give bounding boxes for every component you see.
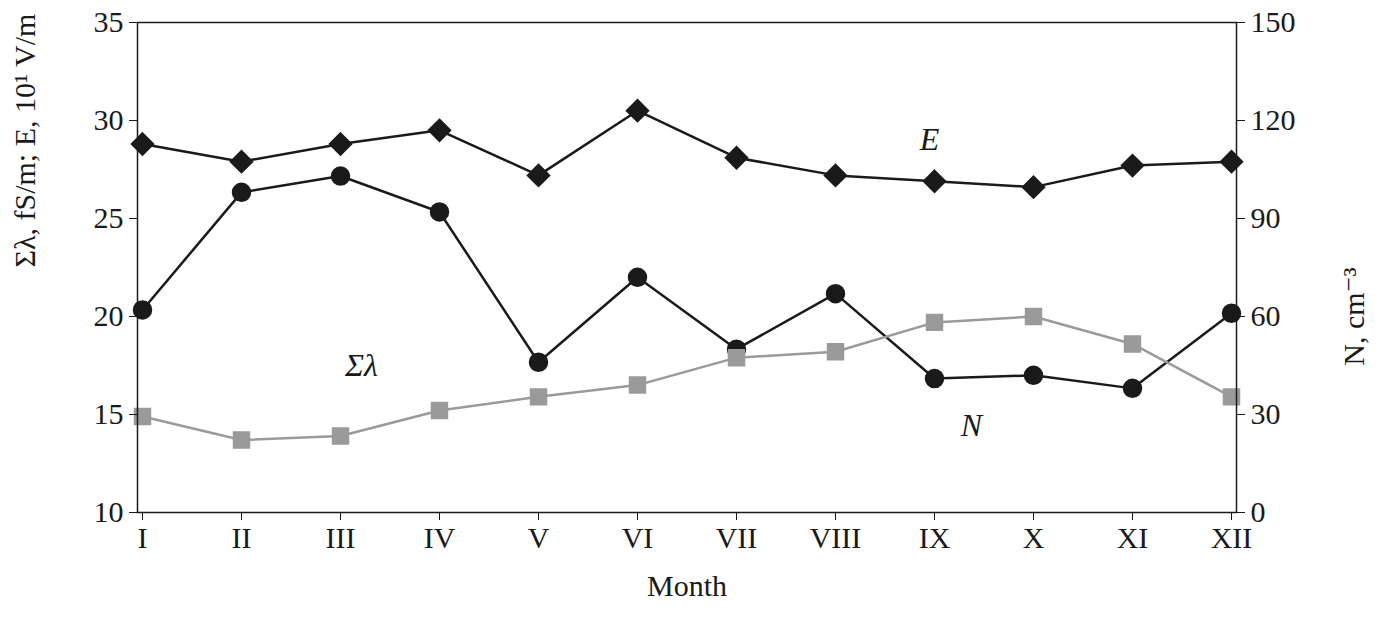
svg-text:90: 90 (1251, 201, 1281, 234)
svg-text:III: III (326, 521, 356, 554)
svg-text:10: 10 (94, 495, 124, 528)
svg-text:IX: IX (919, 521, 951, 554)
svg-text:E: E (919, 121, 940, 157)
svg-text:120: 120 (1251, 103, 1296, 136)
svg-text:60: 60 (1251, 299, 1281, 332)
svg-text:Σλ: Σλ (344, 347, 378, 383)
svg-text:N, cm⁻³: N, cm⁻³ (1337, 268, 1370, 366)
svg-text:XII: XII (1211, 521, 1253, 554)
svg-text:N: N (960, 407, 984, 443)
svg-text:V: V (528, 521, 550, 554)
svg-text:X: X (1023, 521, 1045, 554)
svg-text:Σλ, fS/m; E, 10¹ V/m: Σλ, fS/m; E, 10¹ V/m (8, 14, 41, 268)
svg-text:VIII: VIII (810, 521, 862, 554)
svg-text:30: 30 (1251, 397, 1281, 430)
svg-text:IV: IV (424, 521, 456, 554)
svg-text:150: 150 (1251, 5, 1296, 38)
svg-text:35: 35 (94, 5, 124, 38)
svg-text:VII: VII (716, 521, 758, 554)
svg-text:Month: Month (647, 569, 727, 602)
svg-text:25: 25 (94, 201, 124, 234)
svg-text:30: 30 (94, 103, 124, 136)
svg-text:VI: VI (622, 521, 654, 554)
svg-text:20: 20 (94, 299, 124, 332)
svg-text:I: I (138, 521, 148, 554)
svg-text:XI: XI (1117, 521, 1149, 554)
svg-text:15: 15 (94, 397, 124, 430)
svg-text:0: 0 (1251, 495, 1266, 528)
svg-text:II: II (232, 521, 252, 554)
